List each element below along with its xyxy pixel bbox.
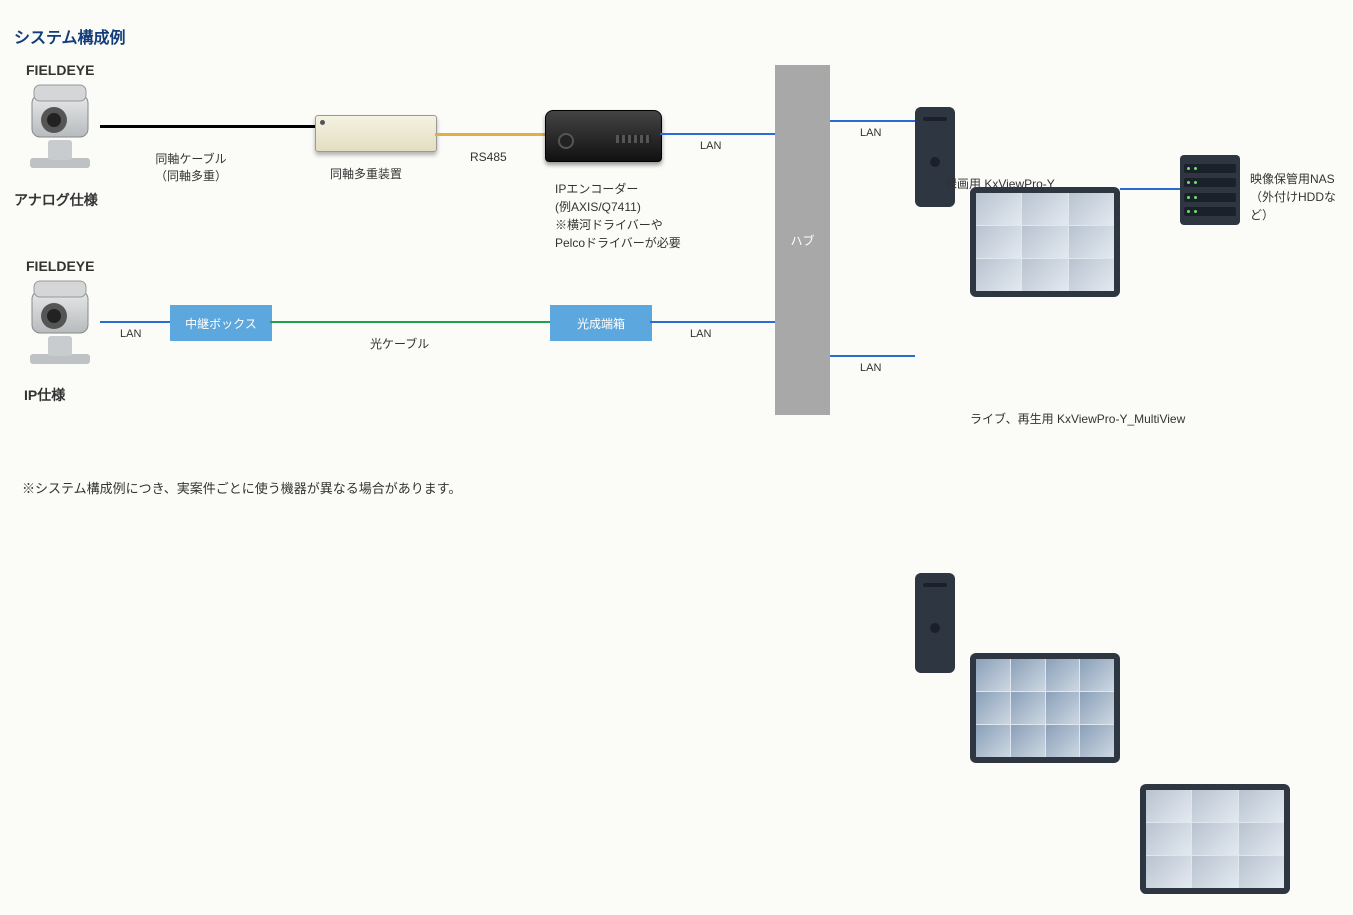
hub-label: ハブ [790,232,814,249]
ip-encoder-icon [545,110,662,162]
ip-camera-label: IP仕様 [24,385,65,405]
nas-label-l2: （外付けHDDなど） [1250,188,1353,224]
fiber-label: 光ケーブル [370,335,429,352]
right-bottom-lan-line [830,355,915,357]
nas-label-block: 映像保管用NAS （外付けHDDなど） [1250,170,1353,224]
analog-camera-label: アナログ仕様 [14,190,98,210]
ip-encoder-label-block: IPエンコーダー (例AXIS/Q7411) ※横河ドライバーや Pelcoドラ… [555,180,681,252]
diagram-footnote: ※システム構成例につき、実案件ごとに使う機器が異なる場合があります。 [22,478,461,497]
liveplay-station-label: ライブ、再生用 KxViewPro-Y_MultiView [970,410,1185,427]
rs485-line [435,133,545,136]
ip-encoder-label-l4: Pelcoドライバーが必要 [555,234,681,252]
recording-pc-tower-icon [915,107,955,207]
coax-cable-label-l2: （同軸多重） [155,167,227,184]
fiber-line [270,321,550,323]
coax-cable-line [100,125,315,128]
pc-nas-lan-line [1120,188,1180,190]
hub-box: ハブ [775,65,830,415]
rs485-label: RS485 [470,150,507,164]
coax-cable-label: 同軸ケーブル （同軸多重） [155,150,227,184]
coax-mux-device-label: 同軸多重装置 [330,165,402,182]
ip-lan2-line [650,321,775,323]
ip-encoder-label-l2: (例AXIS/Q7411) [555,198,681,216]
ip-lan2-label: LAN [690,328,711,340]
nas-label-l1: 映像保管用NAS [1250,170,1353,188]
coax-mux-device-icon [315,115,437,152]
liveplay-monitor2-icon [1140,784,1353,915]
analog-lan-label: LAN [700,140,721,152]
liveplay-pc-tower-icon [915,573,955,673]
analog-camera-icon [20,80,100,170]
optical-terminal-label: 光成端箱 [577,315,625,332]
diagram-title: システム構成例 [14,24,126,48]
junction-box-label: 中継ボックス [185,315,257,332]
ip-encoder-label-l1: IPエンコーダー [555,180,681,198]
liveplay-monitor1-icon [970,653,1353,784]
ip-encoder-label-l3: ※横河ドライバーや [555,216,681,234]
recording-station-label: 録画用 KxViewPro-Y [945,175,1055,192]
right-top-lan-label: LAN [860,127,881,139]
analog-lan-line [660,133,775,135]
analog-brand-label: FIELDEYE [26,62,94,78]
right-top-lan-line [830,120,915,122]
right-bottom-lan-label: LAN [860,362,881,374]
optical-terminal-box: 光成端箱 [550,305,652,341]
ip-camera-icon [20,276,100,366]
ip-brand-label: FIELDEYE [26,258,94,274]
nas-icon [1180,155,1240,225]
ip-lan1-line [100,321,170,323]
ip-lan1-label: LAN [120,328,141,340]
junction-box: 中継ボックス [170,305,272,341]
coax-cable-label-l1: 同軸ケーブル [155,150,227,167]
